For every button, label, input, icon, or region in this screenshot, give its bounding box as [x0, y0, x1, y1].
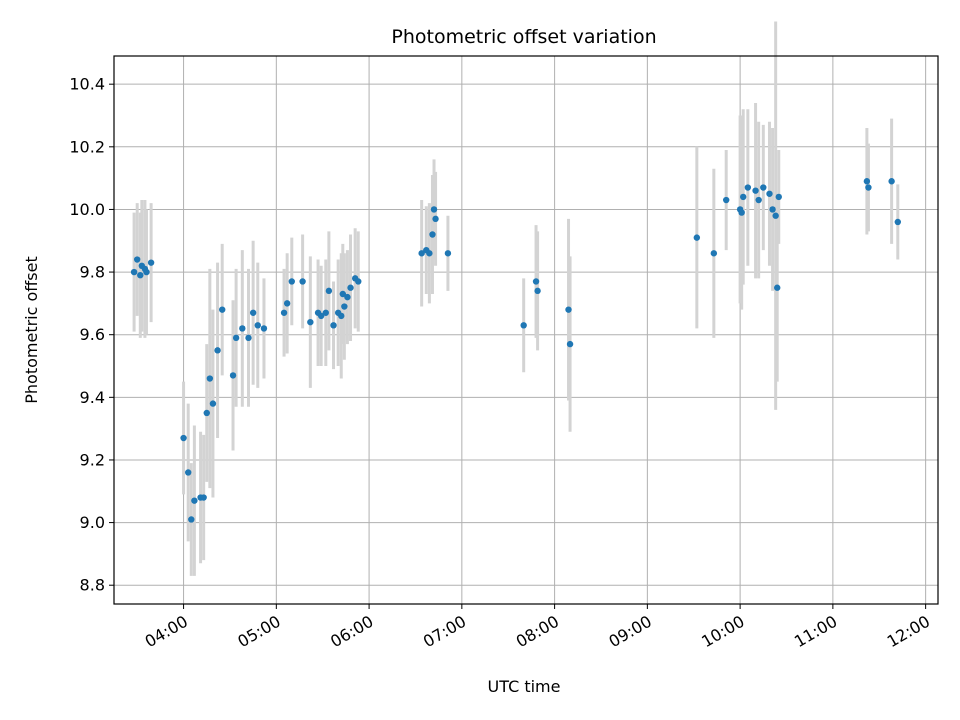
data-point: [283, 300, 291, 307]
data-point: [723, 196, 730, 204]
data-point: [738, 209, 745, 216]
data-point: [760, 184, 767, 191]
data-point: [426, 250, 433, 257]
data-point: [254, 322, 261, 329]
data-point: [865, 184, 872, 191]
data-point: [520, 322, 527, 329]
data-point: [130, 268, 138, 276]
y-tick-label: 8.8: [80, 576, 105, 595]
data-point: [766, 190, 773, 197]
data-points: [130, 178, 902, 523]
data-point: [752, 187, 759, 194]
data-point: [317, 312, 325, 320]
data-point: [772, 212, 779, 219]
data-point: [347, 284, 354, 291]
data-point: [232, 334, 240, 342]
data-point: [137, 272, 144, 279]
data-point: [229, 372, 237, 379]
data-point: [322, 309, 329, 316]
data-point: [693, 234, 701, 241]
data-point: [143, 268, 150, 276]
data-point: [775, 193, 782, 201]
data-point: [325, 287, 333, 295]
y-axis-ticks: 8.8 9.0 9.2 9.4 9.6 9.8 10.0 10.2 10.4: [69, 75, 114, 595]
y-axis-label: Photometric offset: [22, 256, 41, 404]
data-point: [710, 250, 718, 257]
y-tick-label: 9.2: [80, 450, 105, 469]
data-point: [565, 306, 572, 313]
data-point: [219, 306, 226, 313]
data-point: [245, 334, 252, 342]
data-point: [214, 347, 221, 354]
data-point: [260, 325, 268, 332]
data-point: [566, 340, 574, 348]
data-point: [330, 322, 337, 329]
data-point: [209, 400, 217, 407]
data-point: [188, 516, 195, 523]
data-point: [338, 312, 345, 320]
data-point: [200, 494, 207, 501]
data-point: [355, 278, 362, 285]
y-tick-label: 9.6: [80, 325, 105, 344]
data-point: [444, 250, 452, 257]
data-point: [534, 287, 541, 295]
data-point: [744, 184, 752, 191]
data-point: [206, 375, 214, 382]
data-point: [203, 409, 210, 417]
y-tick-label: 10.2: [69, 137, 105, 156]
data-point: [249, 309, 257, 316]
data-point: [430, 206, 438, 213]
data-point: [191, 497, 198, 504]
y-tick-label: 9.0: [80, 513, 105, 532]
data-point: [894, 218, 902, 226]
y-tick-label: 9.8: [80, 263, 105, 282]
data-point: [532, 278, 540, 285]
plot-area-frame: [113, 55, 939, 605]
data-point: [299, 278, 306, 285]
data-point: [339, 290, 347, 298]
y-tick-label: 10.4: [69, 75, 105, 94]
data-point: [185, 469, 192, 476]
data-point: [740, 193, 747, 201]
data-point: [418, 250, 425, 257]
data-point: [239, 325, 246, 332]
data-point: [429, 231, 436, 238]
data-point: [307, 318, 314, 326]
data-point: [280, 309, 288, 316]
data-point: [341, 303, 348, 310]
y-tick-label: 9.4: [80, 388, 105, 407]
data-point: [180, 434, 187, 442]
data-point: [432, 215, 439, 223]
data-point: [863, 178, 871, 185]
data-point: [147, 259, 155, 266]
data-point: [769, 206, 776, 213]
grid: [114, 56, 938, 604]
data-point: [133, 256, 141, 263]
data-point: [755, 196, 762, 204]
y-tick-label: 10.0: [69, 200, 105, 219]
data-point: [774, 284, 781, 291]
data-point: [344, 293, 351, 301]
x-axis-label: UTC time: [488, 677, 561, 696]
chart-title: Photometric offset variation: [391, 26, 656, 48]
data-point: [888, 178, 895, 185]
data-point: [288, 278, 295, 285]
